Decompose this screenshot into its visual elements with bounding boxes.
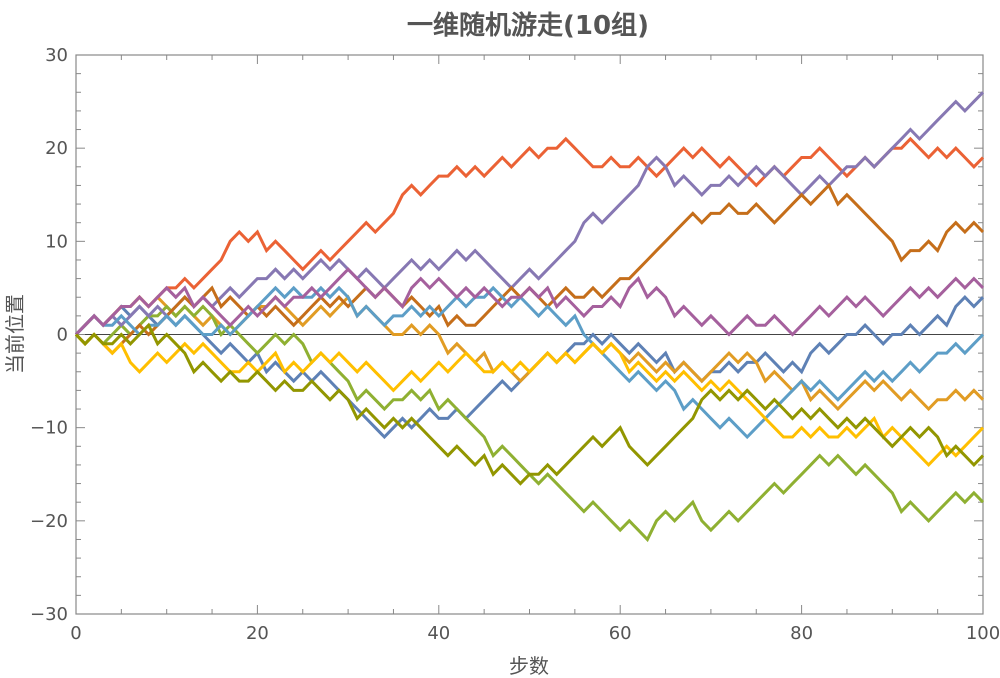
series-walk-8 — [74, 332, 985, 468]
series-walk-9 — [74, 267, 985, 337]
series-walk-7 — [74, 285, 985, 440]
chart-title: 一维随机游走(10组) — [407, 10, 649, 41]
y-tick-label: −30 — [30, 604, 68, 625]
x-axis-label: 步数 — [509, 654, 549, 678]
y-tick-label: 30 — [45, 45, 68, 66]
x-tick-label: 60 — [609, 623, 632, 644]
series-walk-5 — [74, 91, 985, 336]
x-tick-label: 100 — [966, 623, 1000, 644]
x-tick-label: 20 — [246, 623, 269, 644]
y-tick-label: −20 — [30, 511, 68, 532]
y-axis-label: 当前位置 — [3, 294, 27, 374]
series-walk-4 — [74, 136, 985, 336]
y-tick-label: −10 — [30, 418, 68, 439]
plot-area: 0 20 40 60 80 100 −30 −20 −10 0 10 20 30 — [30, 45, 1000, 644]
x-tick-label: 0 — [70, 623, 81, 644]
x-tick-label: 40 — [427, 623, 450, 644]
y-tick-label: 0 — [57, 325, 68, 346]
x-tick-label: 80 — [790, 623, 813, 644]
y-tick-label: 20 — [45, 138, 68, 159]
y-tick-label: 10 — [45, 231, 68, 252]
series-walk-3 — [74, 304, 985, 543]
series-walk-10 — [74, 322, 985, 486]
